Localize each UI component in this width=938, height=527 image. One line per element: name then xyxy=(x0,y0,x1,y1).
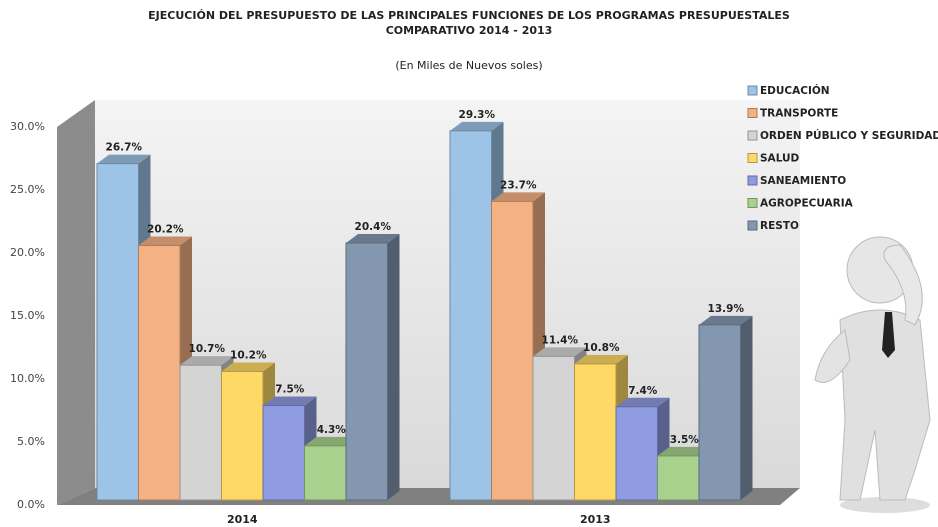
legend-swatch xyxy=(748,176,757,185)
bar-side xyxy=(388,234,400,500)
bar-side xyxy=(741,316,753,500)
legend-swatch xyxy=(748,109,757,118)
bar xyxy=(492,201,534,500)
y-tick-label: 15.0% xyxy=(10,309,45,322)
value-label: 23.7% xyxy=(500,179,537,191)
legend-swatch xyxy=(748,86,757,95)
value-label: 10.8% xyxy=(583,342,620,354)
x-tick-label: 2014 xyxy=(227,513,258,526)
illustration xyxy=(815,237,930,513)
y-tick-label: 30.0% xyxy=(10,120,45,133)
value-label: 10.2% xyxy=(230,349,267,361)
value-label: 4.3% xyxy=(317,424,347,436)
value-label: 20.2% xyxy=(147,223,184,235)
bar xyxy=(616,407,658,500)
bar xyxy=(180,365,222,500)
value-label: 10.7% xyxy=(189,343,226,355)
y-tick-label: 0.0% xyxy=(17,498,45,511)
legend-label: TRANSPORTE xyxy=(760,108,838,120)
bar xyxy=(699,325,741,500)
value-label: 13.9% xyxy=(708,303,745,315)
legend-swatch xyxy=(748,221,757,230)
legend-swatch xyxy=(748,199,757,208)
legend-label: EDUCACIÓN xyxy=(760,84,830,97)
y-tick-label: 20.0% xyxy=(10,246,45,259)
value-label: 3.5% xyxy=(670,434,700,446)
chart-title: EJECUCIÓN DEL PRESUPUESTO DE LAS PRINCIP… xyxy=(148,9,790,22)
x-tick-label: 2013 xyxy=(580,513,611,526)
value-label: 26.7% xyxy=(106,142,143,154)
value-label: 11.4% xyxy=(542,334,579,346)
bar xyxy=(139,245,181,500)
value-label: 20.4% xyxy=(355,221,392,233)
chart-title-line2: COMPARATIVO 2014 - 2013 xyxy=(386,24,553,37)
legend-swatch xyxy=(748,154,757,163)
legend-swatch xyxy=(748,131,757,140)
chart-subtitle: (En Miles de Nuevos soles) xyxy=(395,59,542,72)
bar xyxy=(450,131,492,500)
side-wall xyxy=(57,100,95,505)
bar xyxy=(533,356,575,500)
legend-label: SALUD xyxy=(760,153,800,165)
value-label: 7.4% xyxy=(628,385,658,397)
legend-label: ORDEN PÚBLICO Y SEGURIDAD xyxy=(760,129,938,142)
bar xyxy=(97,164,139,500)
y-tick-label: 10.0% xyxy=(10,372,45,385)
legend-label: AGROPECUARIA xyxy=(760,198,854,210)
bar xyxy=(658,456,700,500)
bar xyxy=(575,364,617,500)
value-label: 29.3% xyxy=(459,109,496,121)
y-tick-label: 25.0% xyxy=(10,183,45,196)
legend-label: SANEAMIENTO xyxy=(760,175,846,187)
bar xyxy=(263,406,305,501)
bar xyxy=(346,243,388,500)
bar xyxy=(222,371,264,500)
chart: EJECUCIÓN DEL PRESUPUESTO DE LAS PRINCIP… xyxy=(0,0,938,527)
value-label: 7.5% xyxy=(275,384,305,396)
bar xyxy=(305,446,347,500)
legend-label: RESTO xyxy=(760,220,799,232)
y-tick-label: 5.0% xyxy=(17,435,45,448)
